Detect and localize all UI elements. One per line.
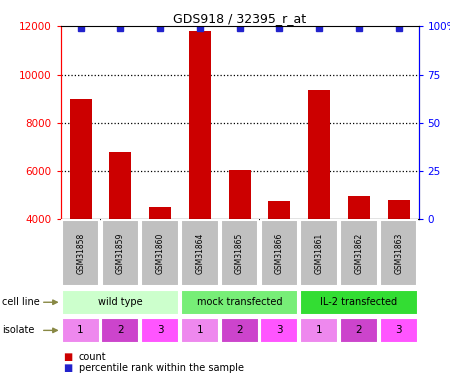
Text: 3: 3 <box>157 326 163 335</box>
Bar <box>181 318 219 343</box>
Text: IL-2 transfected: IL-2 transfected <box>320 297 397 307</box>
Bar <box>301 220 338 286</box>
Bar <box>388 200 410 316</box>
Bar <box>380 220 417 286</box>
Text: 2: 2 <box>117 326 124 335</box>
Bar <box>189 31 211 316</box>
Bar <box>149 207 171 316</box>
Bar <box>300 290 418 315</box>
Text: ■: ■ <box>63 363 72 373</box>
Text: GSM31865: GSM31865 <box>235 232 244 274</box>
Text: wild type: wild type <box>98 297 143 307</box>
Bar <box>340 220 378 286</box>
Text: 2: 2 <box>236 326 243 335</box>
Text: cell line: cell line <box>2 297 40 307</box>
Bar <box>379 318 418 343</box>
Bar <box>62 318 100 343</box>
Title: GDS918 / 32395_r_at: GDS918 / 32395_r_at <box>173 12 306 25</box>
Bar <box>181 220 219 286</box>
Bar <box>308 90 330 316</box>
Bar <box>181 290 298 315</box>
Bar <box>62 290 179 315</box>
Bar <box>62 220 99 286</box>
Text: 3: 3 <box>276 326 283 335</box>
Text: 3: 3 <box>395 326 402 335</box>
Bar <box>70 99 91 316</box>
Bar <box>101 318 140 343</box>
Text: GSM31861: GSM31861 <box>315 232 324 274</box>
Text: GSM31866: GSM31866 <box>275 232 284 274</box>
Text: percentile rank within the sample: percentile rank within the sample <box>79 363 244 373</box>
Bar <box>109 152 131 316</box>
Bar <box>261 220 298 286</box>
Text: ■: ■ <box>63 352 72 362</box>
Bar <box>102 220 139 286</box>
Text: GSM31862: GSM31862 <box>355 232 364 274</box>
Text: isolate: isolate <box>2 326 35 335</box>
Text: GSM31863: GSM31863 <box>394 232 403 274</box>
Text: GSM31864: GSM31864 <box>195 232 204 274</box>
Bar <box>340 318 378 343</box>
Text: mock transfected: mock transfected <box>197 297 283 307</box>
Text: 1: 1 <box>316 326 323 335</box>
Bar <box>348 196 370 316</box>
Bar <box>220 318 259 343</box>
Text: 1: 1 <box>197 326 203 335</box>
Bar <box>229 170 251 316</box>
Text: 2: 2 <box>356 326 362 335</box>
Bar <box>141 220 179 286</box>
Bar <box>269 201 290 316</box>
Bar <box>300 318 338 343</box>
Text: count: count <box>79 352 106 362</box>
Text: GSM31859: GSM31859 <box>116 232 125 274</box>
Bar <box>260 318 298 343</box>
Bar <box>221 220 258 286</box>
Text: 1: 1 <box>77 326 84 335</box>
Text: GSM31860: GSM31860 <box>156 232 165 274</box>
Bar <box>141 318 179 343</box>
Text: GSM31858: GSM31858 <box>76 232 85 274</box>
